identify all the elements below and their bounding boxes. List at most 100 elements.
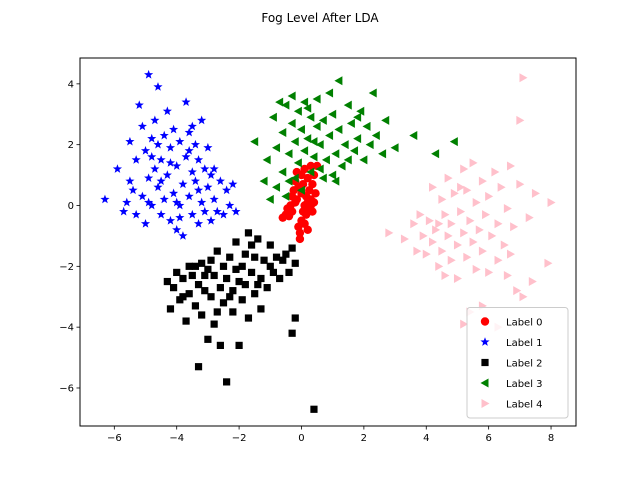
data-point-series-2 bbox=[226, 253, 234, 261]
data-point-series-3 bbox=[272, 143, 281, 153]
data-point-series-1 bbox=[218, 209, 229, 219]
data-point-series-2 bbox=[266, 241, 274, 249]
data-point-series-3 bbox=[303, 134, 312, 144]
data-point-series-3 bbox=[381, 115, 390, 125]
data-point-series-4 bbox=[494, 219, 503, 229]
data-point-series-3 bbox=[309, 137, 318, 147]
y-tick-label: −2 bbox=[59, 262, 74, 273]
data-point-series-3 bbox=[321, 155, 330, 165]
data-point-series-1 bbox=[112, 164, 122, 173]
data-point-series-4 bbox=[429, 182, 438, 192]
data-point-series-2 bbox=[247, 268, 256, 277]
data-point-series-4 bbox=[485, 267, 494, 277]
data-point-series-3 bbox=[343, 155, 352, 165]
legend-label-1: Label 1 bbox=[506, 338, 543, 349]
data-point-series-1 bbox=[231, 206, 241, 216]
data-point-series-2 bbox=[204, 335, 212, 343]
data-point-series-2 bbox=[244, 314, 253, 322]
data-point-series-3 bbox=[281, 100, 290, 110]
data-point-series-1 bbox=[140, 145, 151, 155]
data-point-series-3 bbox=[390, 143, 399, 153]
data-point-series-1 bbox=[137, 191, 147, 201]
data-point-series-3 bbox=[331, 149, 340, 159]
data-point-series-1 bbox=[197, 115, 207, 125]
data-point-series-3 bbox=[312, 121, 321, 131]
data-point-series-3 bbox=[353, 134, 362, 144]
data-point-series-1 bbox=[187, 167, 197, 176]
x-tick-label: −2 bbox=[232, 433, 247, 444]
data-point-series-0 bbox=[295, 234, 305, 244]
data-point-series-1 bbox=[137, 121, 147, 131]
data-point-series-4 bbox=[494, 255, 503, 265]
data-point-series-2 bbox=[279, 256, 287, 264]
data-point-series-3 bbox=[293, 106, 302, 116]
data-point-series-1 bbox=[153, 82, 163, 91]
data-point-series-1 bbox=[169, 124, 179, 134]
data-point-series-3 bbox=[325, 131, 334, 141]
legend-label-2: Label 2 bbox=[506, 359, 543, 370]
data-point-series-2 bbox=[188, 271, 196, 280]
y-tick-label: 4 bbox=[68, 79, 74, 90]
data-point-series-1 bbox=[215, 176, 225, 186]
data-point-series-1 bbox=[187, 209, 197, 219]
data-point-series-4 bbox=[457, 207, 466, 217]
data-point-series-1 bbox=[225, 200, 235, 210]
data-point-series-4 bbox=[444, 173, 453, 183]
data-point-series-3 bbox=[278, 167, 287, 177]
data-point-series-2 bbox=[223, 378, 231, 386]
data-point-series-0 bbox=[300, 164, 309, 174]
data-point-series-4 bbox=[547, 197, 556, 207]
data-point-series-1 bbox=[181, 97, 191, 106]
data-point-series-4 bbox=[400, 234, 409, 244]
data-point-series-3 bbox=[359, 155, 368, 165]
y-tick-label: −6 bbox=[59, 383, 74, 394]
data-point-series-2 bbox=[229, 287, 237, 295]
data-point-series-2 bbox=[223, 274, 231, 283]
data-point-series-4 bbox=[422, 249, 431, 259]
data-point-series-4 bbox=[469, 237, 478, 247]
data-point-series-2 bbox=[238, 262, 246, 270]
data-point-series-4 bbox=[506, 161, 515, 171]
data-point-series-2 bbox=[213, 247, 221, 255]
data-point-series-3 bbox=[343, 100, 352, 110]
data-point-series-2 bbox=[263, 284, 271, 292]
data-point-series-2 bbox=[257, 274, 265, 283]
x-tick-label: −6 bbox=[107, 433, 122, 444]
data-point-series-2 bbox=[282, 250, 290, 258]
data-point-series-1 bbox=[165, 158, 176, 167]
data-point-series-4 bbox=[447, 219, 456, 229]
x-tick-label: 4 bbox=[423, 433, 429, 444]
data-point-series-3 bbox=[318, 173, 327, 183]
data-point-series-4 bbox=[491, 167, 500, 177]
data-point-series-4 bbox=[472, 264, 481, 274]
data-point-series-1 bbox=[147, 152, 157, 161]
data-point-series-4 bbox=[425, 216, 434, 226]
data-point-series-4 bbox=[385, 228, 394, 238]
data-point-series-4 bbox=[435, 219, 444, 229]
data-point-series-2 bbox=[204, 265, 212, 273]
data-point-series-1 bbox=[125, 136, 135, 146]
legend-marker-0 bbox=[480, 317, 490, 326]
data-point-series-0 bbox=[287, 207, 297, 216]
data-point-series-2 bbox=[272, 253, 281, 261]
data-point-series-1 bbox=[144, 69, 154, 79]
data-point-series-3 bbox=[362, 121, 371, 131]
x-tick-label: 0 bbox=[298, 433, 304, 444]
data-point-series-3 bbox=[287, 118, 296, 128]
data-point-series-3 bbox=[296, 124, 305, 134]
data-point-series-1 bbox=[184, 145, 194, 155]
data-point-series-4 bbox=[528, 277, 537, 287]
plot-area-frame bbox=[79, 57, 577, 427]
data-point-series-4 bbox=[413, 246, 422, 256]
data-point-series-1 bbox=[131, 155, 141, 164]
legend-marker-1 bbox=[480, 337, 490, 346]
data-point-series-2 bbox=[291, 259, 299, 267]
data-point-series-2 bbox=[194, 280, 203, 289]
data-point-series-3 bbox=[334, 124, 343, 134]
y-axis: 4 2 0 −2 −4 −6 bbox=[59, 79, 80, 394]
data-point-series-1 bbox=[128, 185, 138, 195]
data-point-series-0 bbox=[311, 189, 320, 198]
legend-marker-2 bbox=[481, 358, 489, 367]
data-point-series-1 bbox=[125, 176, 135, 186]
data-point-series-4 bbox=[441, 270, 450, 280]
